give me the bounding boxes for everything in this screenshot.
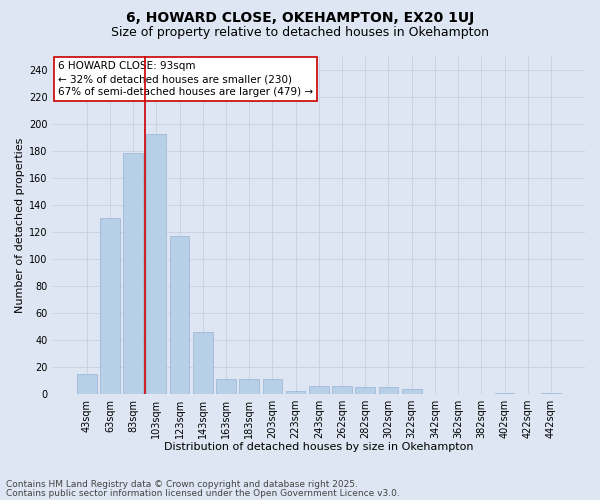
- Text: Contains public sector information licensed under the Open Government Licence v3: Contains public sector information licen…: [6, 488, 400, 498]
- Bar: [355, 388, 375, 394]
- Bar: [239, 379, 259, 394]
- Bar: [379, 388, 398, 394]
- Text: Contains HM Land Registry data © Crown copyright and database right 2025.: Contains HM Land Registry data © Crown c…: [6, 480, 358, 489]
- X-axis label: Distribution of detached houses by size in Okehampton: Distribution of detached houses by size …: [164, 442, 473, 452]
- Bar: [193, 332, 212, 394]
- Bar: [123, 154, 143, 394]
- Bar: [146, 134, 166, 394]
- Text: Size of property relative to detached houses in Okehampton: Size of property relative to detached ho…: [111, 26, 489, 39]
- Bar: [77, 374, 97, 394]
- Bar: [332, 386, 352, 394]
- Bar: [541, 392, 561, 394]
- Bar: [286, 392, 305, 394]
- Bar: [216, 379, 236, 394]
- Bar: [494, 392, 514, 394]
- Text: 6, HOWARD CLOSE, OKEHAMPTON, EX20 1UJ: 6, HOWARD CLOSE, OKEHAMPTON, EX20 1UJ: [126, 11, 474, 25]
- Text: 6 HOWARD CLOSE: 93sqm
← 32% of detached houses are smaller (230)
67% of semi-det: 6 HOWARD CLOSE: 93sqm ← 32% of detached …: [58, 61, 313, 98]
- Bar: [402, 388, 422, 394]
- Bar: [263, 379, 282, 394]
- Y-axis label: Number of detached properties: Number of detached properties: [15, 138, 25, 312]
- Bar: [170, 236, 190, 394]
- Bar: [309, 386, 329, 394]
- Bar: [100, 218, 120, 394]
